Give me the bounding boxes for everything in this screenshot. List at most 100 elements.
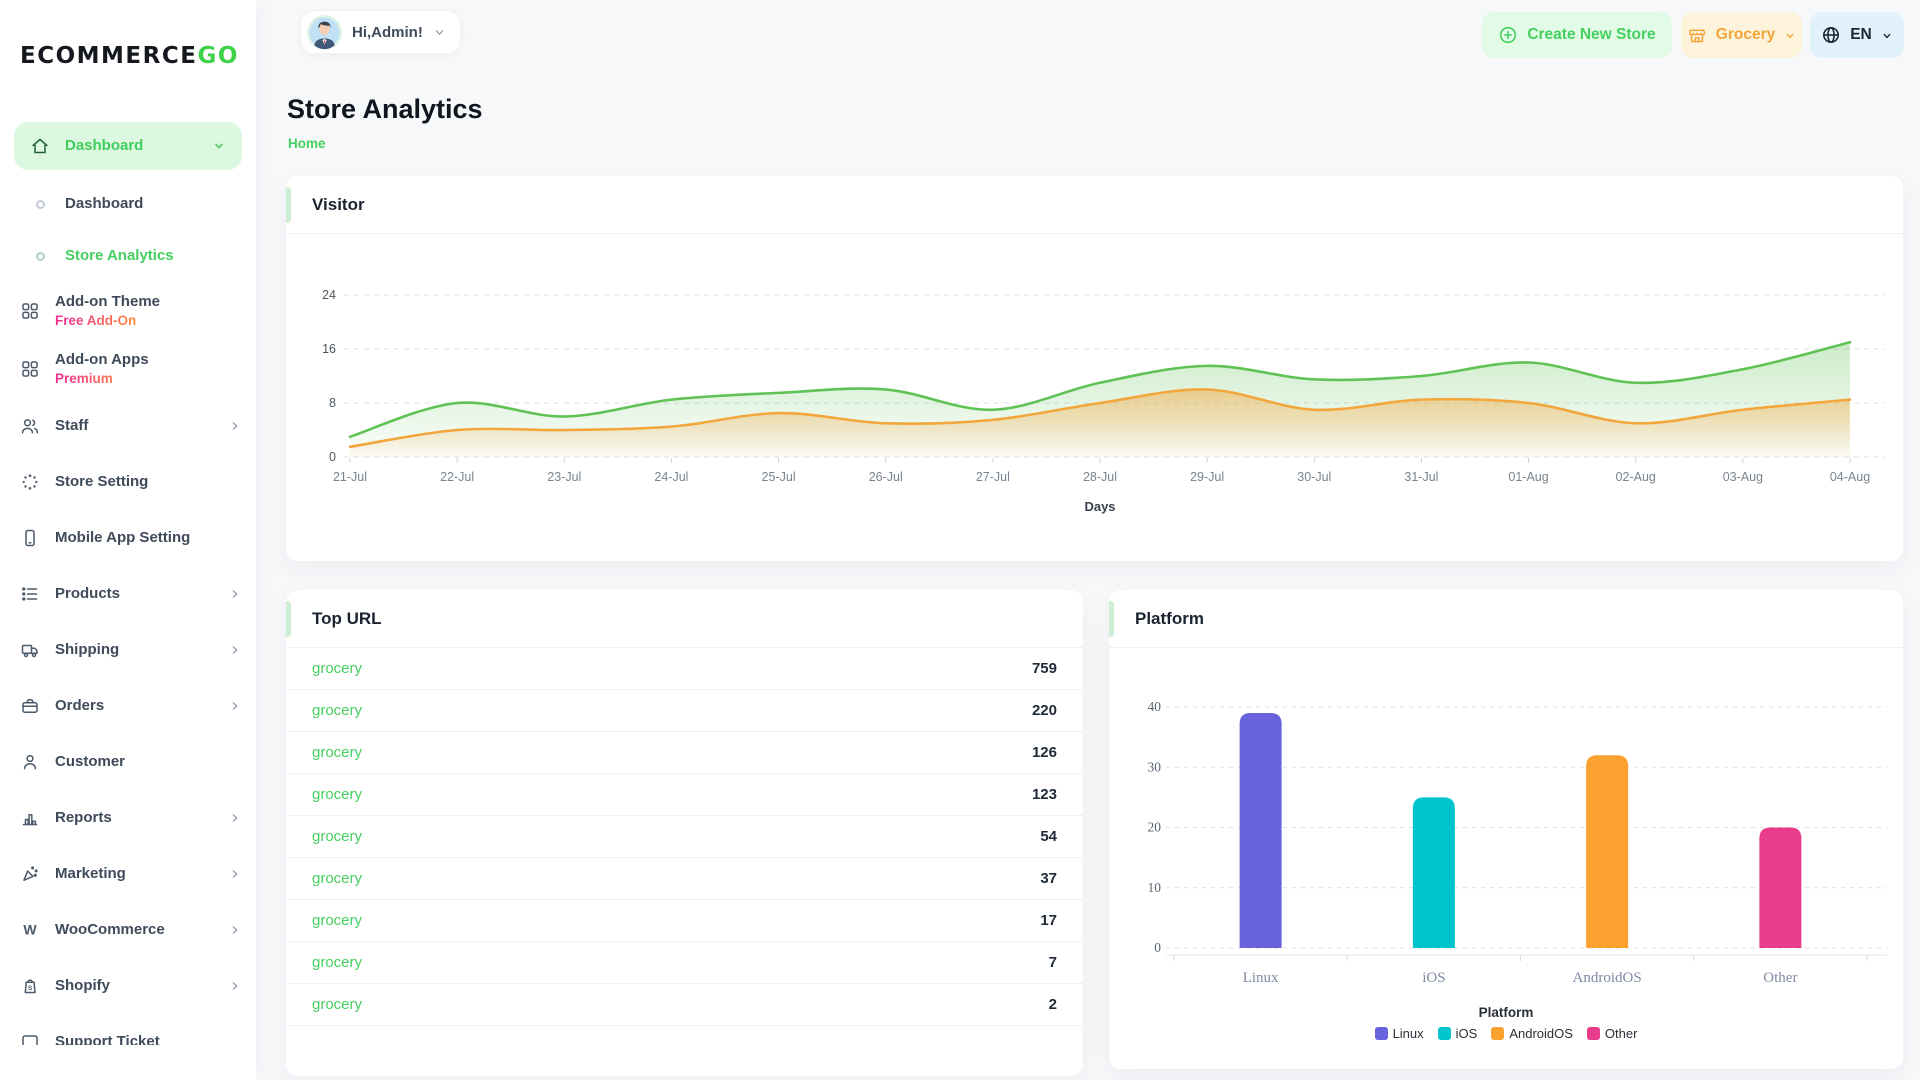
sidebar-item-label: Add-on Theme xyxy=(55,293,160,311)
legend-swatch xyxy=(1374,1027,1388,1040)
sidebar-item-woocommerce[interactable]: W WooCommerce xyxy=(0,902,256,958)
platform-legend: Linux iOS AndroidOS Other xyxy=(1109,1026,1903,1041)
page-title: Store Analytics xyxy=(287,94,483,124)
svg-text:30-Jul: 30-Jul xyxy=(1297,470,1331,484)
top-url-link[interactable]: grocery xyxy=(312,828,363,845)
bar-other xyxy=(1759,827,1802,948)
top-url-link[interactable]: grocery xyxy=(312,996,363,1013)
legend-item-ios[interactable]: iOS xyxy=(1437,1026,1478,1041)
top-url-row: grocery 7 xyxy=(286,942,1083,984)
svg-text:01-Aug: 01-Aug xyxy=(1508,470,1548,484)
svg-text:25-Jul: 25-Jul xyxy=(762,470,796,484)
top-url-link[interactable]: grocery xyxy=(312,702,363,719)
top-url-count: 17 xyxy=(1040,912,1057,929)
top-url-row: grocery 2 xyxy=(286,984,1083,1026)
sidebar-item-label: Support Ticket xyxy=(55,1033,160,1045)
chevron-down-icon xyxy=(1881,29,1893,41)
sidebar-item-shopify[interactable]: S Shopify xyxy=(0,958,256,1014)
legend-swatch xyxy=(1491,1027,1505,1040)
ticket-icon xyxy=(20,1032,40,1045)
sidebar-item-orders[interactable]: Orders xyxy=(0,678,256,734)
chevron-right-icon xyxy=(228,587,242,601)
top-url-link[interactable]: grocery xyxy=(312,660,363,677)
sidebar-item-label: Store Analytics xyxy=(65,247,174,264)
svg-text:27-Jul: 27-Jul xyxy=(976,470,1010,484)
users-icon xyxy=(20,416,40,436)
bar-chart-icon xyxy=(20,808,40,828)
sidebar-item-label: Mobile App Setting xyxy=(55,529,191,546)
visitor-area-chart: 0 8 16 24 21-Jul 22-Jul 23-Jul 24-Jul 25-Jul 26-J… xyxy=(322,288,1886,514)
svg-text:22-Jul: 22-Jul xyxy=(440,470,474,484)
top-url-count: 123 xyxy=(1031,786,1057,803)
legend-item-linux[interactable]: Linux xyxy=(1374,1026,1424,1041)
sidebar-item-add-on-theme[interactable]: Add-on Theme Free Add-On xyxy=(0,282,256,340)
top-url-count: 54 xyxy=(1040,828,1057,845)
svg-text:02-Aug: 02-Aug xyxy=(1616,470,1656,484)
top-url-link[interactable]: grocery xyxy=(312,786,363,803)
language-label: EN xyxy=(1850,26,1872,43)
legend-swatch xyxy=(1437,1027,1451,1040)
top-url-link[interactable]: grocery xyxy=(312,870,363,887)
woocommerce-icon: W xyxy=(20,920,40,940)
sidebar-item-staff[interactable]: Staff xyxy=(0,398,256,454)
top-url-count: 2 xyxy=(1048,996,1057,1013)
storefront-icon xyxy=(1687,25,1707,45)
megaphone-icon xyxy=(20,864,40,884)
chevron-right-icon xyxy=(228,699,242,713)
dots-circle-icon xyxy=(20,472,40,492)
sidebar-item-support-ticket[interactable]: Support Ticket xyxy=(0,1014,256,1045)
svg-text:8: 8 xyxy=(329,396,336,410)
sidebar-item-label: Dashboard xyxy=(65,137,144,154)
svg-text:Linux: Linux xyxy=(1243,970,1279,986)
svg-text:Days: Days xyxy=(1084,499,1115,514)
sidebar-item-add-on-apps[interactable]: Add-on Apps Premium xyxy=(0,340,256,398)
brand-logo[interactable]: ECOMMERCEGO xyxy=(0,0,256,112)
sidebar-item-mobile-app-setting[interactable]: Mobile App Setting xyxy=(0,510,256,566)
top-url-count: 7 xyxy=(1048,954,1057,971)
create-new-store-label: Create New Store xyxy=(1527,26,1656,43)
top-url-link[interactable]: grocery xyxy=(312,744,363,761)
sidebar-item-label: Customer xyxy=(55,753,126,770)
legend-item-other[interactable]: Other xyxy=(1586,1026,1637,1041)
chevron-right-icon xyxy=(228,867,242,881)
top-url-link[interactable]: grocery xyxy=(312,912,363,929)
top-url-row: grocery 759 xyxy=(286,648,1083,690)
bar-ios xyxy=(1412,797,1455,948)
sidebar-item-shipping[interactable]: Shipping xyxy=(0,622,256,678)
sidebar: ECOMMERCEGO Dashboard Dashboard Store Anal… xyxy=(0,0,256,1080)
svg-text:20: 20 xyxy=(1148,820,1162,835)
chevron-right-icon xyxy=(228,643,242,657)
legend-label: iOS xyxy=(1455,1026,1478,1041)
sidebar-nav: Dashboard Dashboard Store Analytics Add-on … xyxy=(0,112,256,1045)
top-url-count: 37 xyxy=(1040,870,1057,887)
legend-item-androidos[interactable]: AndroidOS xyxy=(1491,1026,1573,1041)
top-url-link[interactable]: grocery xyxy=(312,954,363,971)
user-menu[interactable]: Hi,Admin! xyxy=(300,10,461,54)
top-url-card-title: Top URL xyxy=(312,608,382,628)
sidebar-item-badge: Free Add-On xyxy=(55,312,160,330)
sidebar-item-customer[interactable]: Customer xyxy=(0,734,256,790)
sidebar-item-marketing[interactable]: Marketing xyxy=(0,846,256,902)
chevron-down-icon xyxy=(433,26,446,39)
breadcrumb[interactable]: Home xyxy=(288,136,326,151)
top-url-row: grocery 37 xyxy=(286,858,1083,900)
svg-text:28-Jul: 28-Jul xyxy=(1083,470,1117,484)
sidebar-item-products[interactable]: Products xyxy=(0,566,256,622)
sidebar-item-reports[interactable]: Reports xyxy=(0,790,256,846)
svg-text:30: 30 xyxy=(1148,759,1162,774)
platform-card-title: Platform xyxy=(1135,608,1204,628)
svg-text:21-Jul: 21-Jul xyxy=(333,470,367,484)
chevron-right-icon xyxy=(228,923,242,937)
sidebar-item-store-analytics[interactable]: Store Analytics xyxy=(0,230,256,282)
sidebar-item-label: Marketing xyxy=(55,865,126,882)
language-selector-button[interactable]: EN xyxy=(1810,12,1904,58)
plus-circle-icon xyxy=(1498,25,1518,45)
store-selector-button[interactable]: Grocery xyxy=(1681,12,1802,58)
create-new-store-button[interactable]: Create New Store xyxy=(1482,12,1672,58)
sidebar-item-store-setting[interactable]: Store Setting xyxy=(0,454,256,510)
sidebar-item-dashboard[interactable]: Dashboard xyxy=(14,122,242,170)
sidebar-item-dashboard[interactable]: Dashboard xyxy=(0,178,256,230)
legend-label: AndroidOS xyxy=(1509,1026,1573,1041)
briefcase-icon xyxy=(20,696,40,716)
sidebar-item-badge: Premium xyxy=(55,370,149,388)
